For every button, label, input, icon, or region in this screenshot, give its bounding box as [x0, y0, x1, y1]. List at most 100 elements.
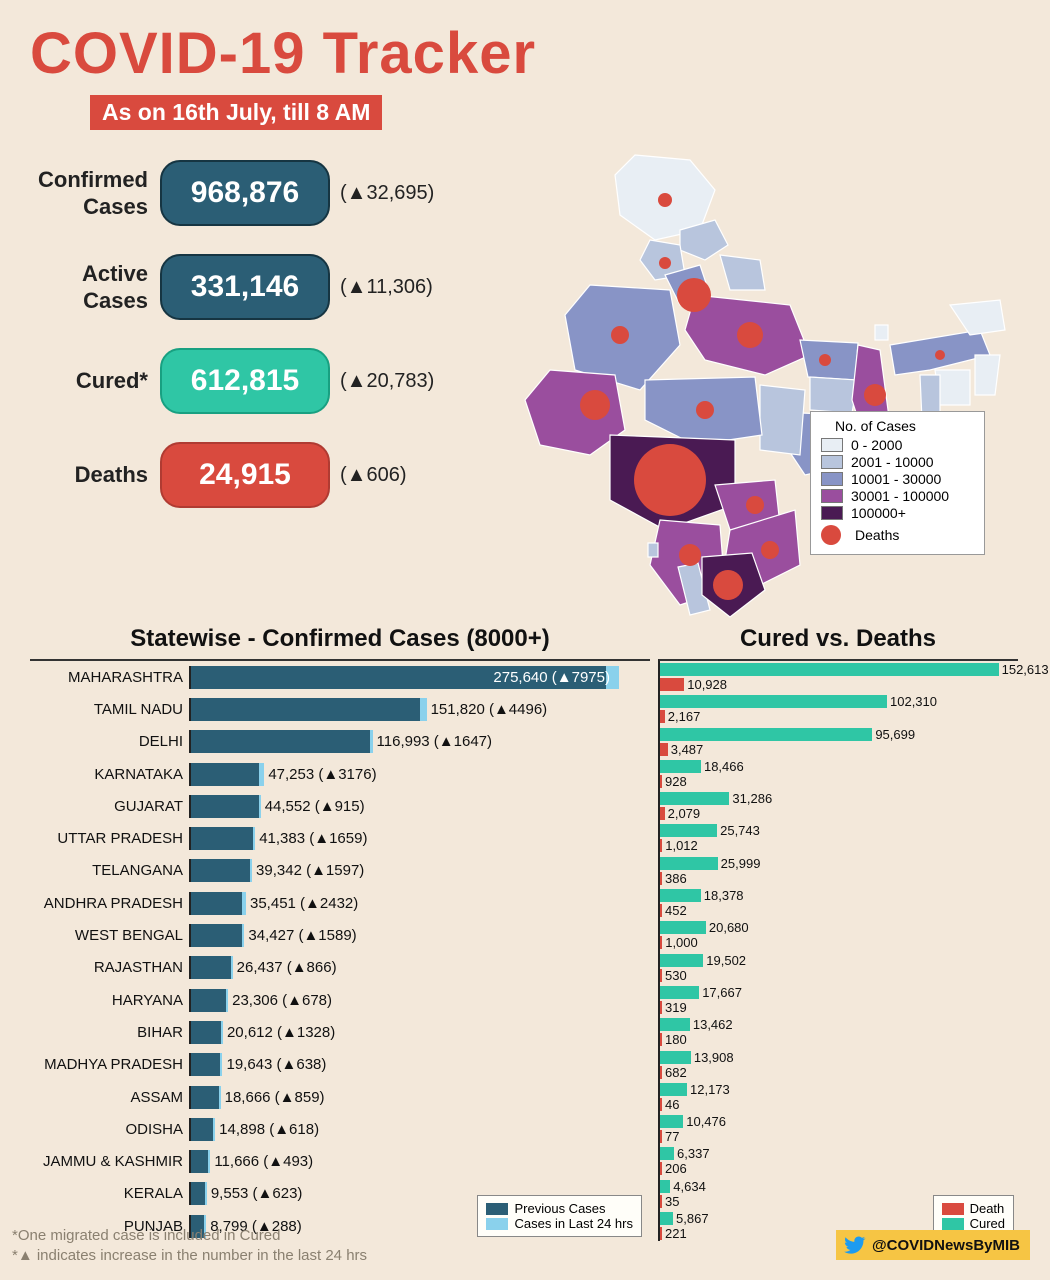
cured-bar — [660, 1018, 690, 1031]
cured-value: 25,743 — [720, 823, 760, 838]
bar-track: 34,427 (▲1589) — [189, 924, 650, 947]
bar-previous — [191, 989, 226, 1012]
death-bar — [660, 872, 662, 885]
bar-track: 20,612 (▲1328) — [189, 1021, 650, 1044]
bar-new — [231, 956, 233, 979]
map-legend-row: 100000+ — [821, 505, 974, 521]
bar-previous — [191, 924, 242, 947]
bar-new — [213, 1118, 215, 1141]
state-label: WEST BENGAL — [30, 927, 189, 944]
death-value: 10,928 — [687, 677, 727, 692]
cured-value: 5,867 — [676, 1211, 709, 1226]
cured-value: 18,378 — [704, 888, 744, 903]
cured-bar — [660, 857, 718, 870]
state-bar-row: ODISHA 14,898 (▲618) — [30, 1113, 650, 1145]
bar-value-label: 35,451 (▲2432) — [250, 895, 358, 912]
cured-deaths-chart: Cured vs. Deaths 152,61310,928102,3102,1… — [658, 625, 1018, 1241]
bar-previous — [191, 763, 259, 786]
legend-new: Cases in Last 24 hrs — [514, 1216, 633, 1231]
state-bar-row: KARNATAKA47,253 (▲3176) — [30, 758, 650, 790]
cured-bar — [660, 1212, 673, 1225]
bar-previous — [191, 1150, 208, 1173]
bar-value-label: 41,383 (▲1659) — [259, 830, 367, 847]
cvd-track: 20,6801,000 — [660, 919, 1018, 951]
bar-value-label: 34,427 (▲1589) — [248, 927, 356, 944]
cured-value: 31,286 — [732, 791, 772, 806]
legend-range: 2001 - 10000 — [851, 454, 934, 470]
bar-track: 26,437 (▲866) — [189, 956, 650, 979]
map-legend-row: 10001 - 30000 — [821, 471, 974, 487]
bar-previous — [191, 730, 370, 753]
legend-swatch — [821, 472, 843, 486]
cured-value: 152,613 — [1002, 662, 1049, 677]
cvd-row: 25,7431,012 — [660, 822, 1018, 854]
bar-previous — [191, 1086, 219, 1109]
stat-delta: (▲11,306) — [340, 276, 433, 299]
death-bar — [660, 1001, 662, 1014]
state-label: DELHI — [30, 733, 189, 750]
cured-bar — [660, 824, 717, 837]
death-value: 35 — [665, 1194, 679, 1209]
twitter-icon — [844, 1234, 866, 1256]
cvd-track: 10,47677 — [660, 1113, 1018, 1145]
cvd-track: 31,2862,079 — [660, 790, 1018, 822]
map-ne2 — [975, 355, 1000, 395]
cured-value: 95,699 — [875, 727, 915, 742]
bar-previous — [191, 827, 253, 850]
page-title: COVID-19 Tracker — [30, 20, 1030, 87]
death-value: 46 — [665, 1097, 679, 1112]
stat-value-pill: 968,876 — [160, 160, 330, 226]
cvd-track: 19,502530 — [660, 952, 1018, 984]
twitter-handle[interactable]: @COVIDNewsByMIB — [836, 1230, 1030, 1260]
state-label: KERALA — [30, 1185, 189, 1202]
state-bar-row: ASSAM18,666 (▲859) — [30, 1081, 650, 1113]
state-bar-row: ANDHRA PRADESH35,451 (▲2432) — [30, 887, 650, 919]
bar-previous — [191, 956, 231, 979]
map-legend-row: 30001 - 100000 — [821, 488, 974, 504]
state-label: BIHAR — [30, 1024, 189, 1041]
death-value: 386 — [665, 871, 687, 886]
death-bar — [660, 904, 662, 917]
map-legend-row: 2001 - 10000 — [821, 454, 974, 470]
death-bar — [660, 743, 668, 756]
cvd-track: 12,17346 — [660, 1081, 1018, 1113]
bar-track: 11,666 (▲493) — [189, 1150, 650, 1173]
bar-new — [250, 859, 252, 882]
death-value: 452 — [665, 903, 687, 918]
legend-cured: Cured — [970, 1216, 1005, 1231]
death-bar — [660, 1162, 662, 1175]
cured-bar — [660, 663, 999, 676]
death-bar — [660, 1066, 662, 1079]
death-value: 928 — [665, 774, 687, 789]
map-goa — [648, 543, 658, 557]
cured-bar — [660, 1083, 687, 1096]
cvd-track: 25,7431,012 — [660, 822, 1018, 854]
bar-new — [208, 1150, 210, 1173]
state-label: ODISHA — [30, 1121, 189, 1138]
state-bar-row: JAMMU & KASHMIR11,666 (▲493) — [30, 1145, 650, 1177]
cvd-row: 20,6801,000 — [660, 919, 1018, 951]
death-bar — [660, 1033, 662, 1046]
stat-value-pill: 24,915 — [160, 442, 330, 508]
bar-track: 18,666 (▲859) — [189, 1086, 650, 1109]
cvd-track: 13,462180 — [660, 1016, 1018, 1048]
bar-value-label: 19,643 (▲638) — [226, 1056, 326, 1073]
bar-previous — [191, 892, 242, 915]
death-value: 319 — [665, 1000, 687, 1015]
state-bar-row: WEST BENGAL 34,427 (▲1589) — [30, 919, 650, 951]
bar-track: 44,552 (▲915) — [189, 795, 650, 818]
stat-label: Cured* — [30, 367, 160, 395]
death-value: 221 — [665, 1226, 687, 1241]
stat-row: ActiveCases331,146(▲11,306) — [30, 254, 460, 320]
state-bar-row: RAJASTHAN26,437 (▲866) — [30, 952, 650, 984]
stat-delta: (▲20,783) — [340, 370, 434, 393]
cured-value: 102,310 — [890, 694, 937, 709]
bar-value-label: 9,553 (▲623) — [211, 1185, 303, 1202]
stat-value-pill: 612,815 — [160, 348, 330, 414]
bar-previous — [191, 1182, 205, 1205]
bar-value-label: 14,898 (▲618) — [219, 1121, 319, 1138]
stat-label: ActiveCases — [30, 260, 160, 315]
cured-value: 18,466 — [704, 759, 744, 774]
bar-track: 116,993 (▲1647) — [189, 730, 650, 753]
header: COVID-19 Tracker As on 16th July, till 8… — [0, 0, 1050, 135]
